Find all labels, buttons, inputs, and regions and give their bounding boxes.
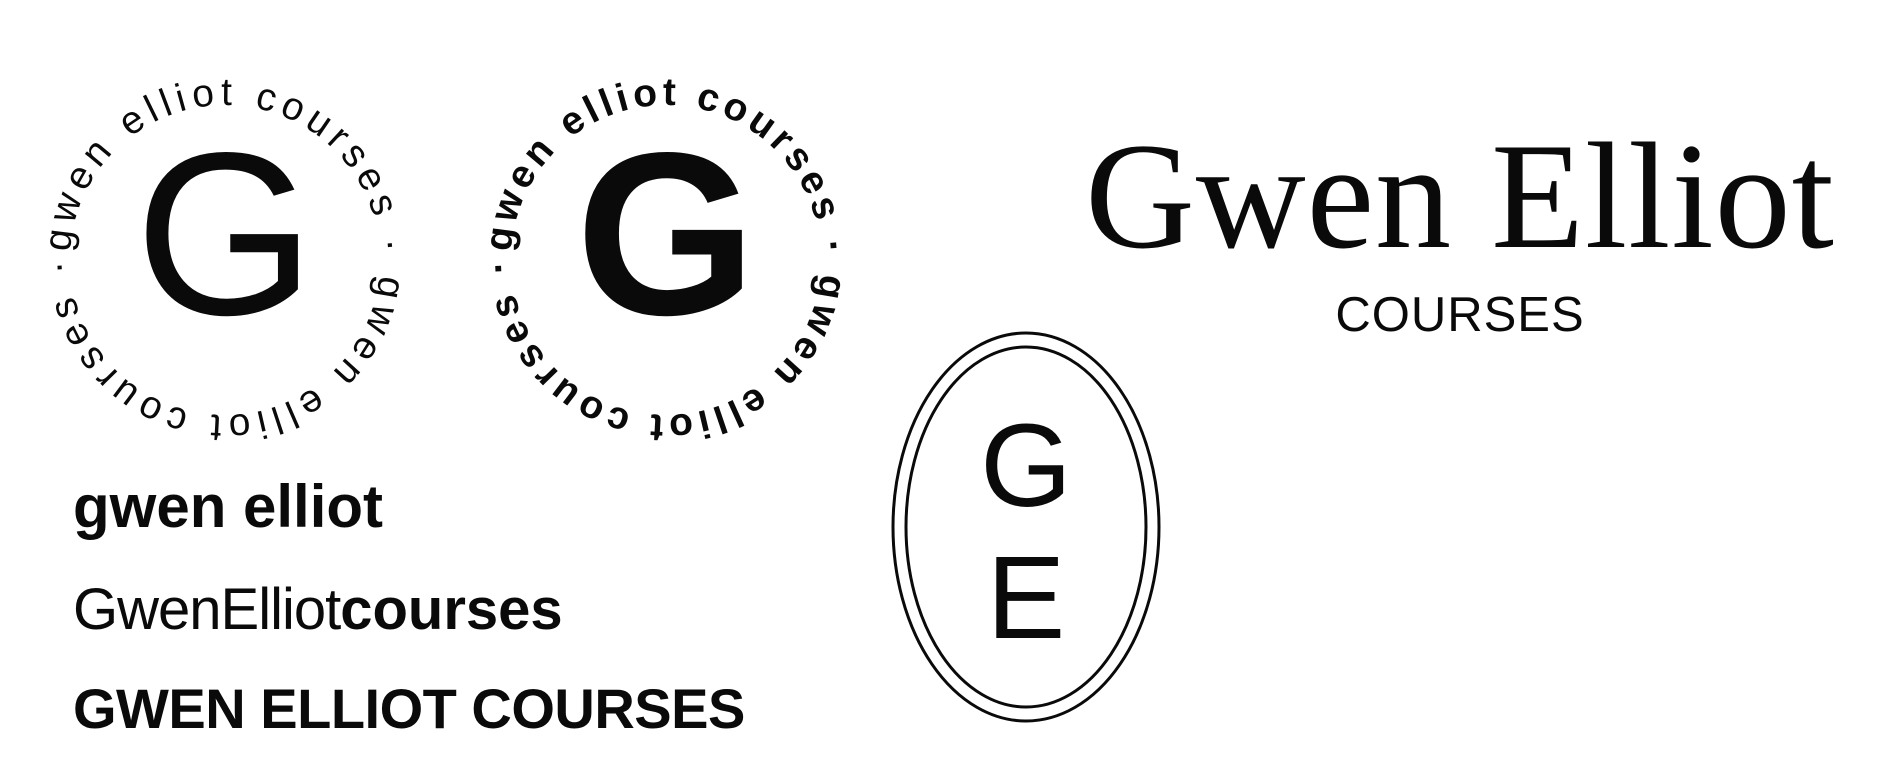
- serif-logo-subtitle: COURSES: [1335, 288, 1585, 342]
- circular-badge-light: gwen elliot courses · gwen elliot course…: [25, 60, 425, 460]
- oval-outer-ring: [891, 331, 1161, 723]
- oval-monogram-g: G: [980, 400, 1072, 532]
- oval-monogram: G E: [890, 330, 1162, 724]
- wordmark-camelcase: GwenElliotcourses: [73, 576, 563, 643]
- serif-logo-name: Gwen Elliot: [1085, 112, 1835, 280]
- wordmark-uppercase: GWEN ELLIOT COURSES: [73, 677, 745, 740]
- oval-monogram-e: E: [987, 532, 1066, 664]
- circular-badge-bold: gwen elliot courses · gwen elliot course…: [466, 60, 866, 460]
- oval-inner-ring: [904, 345, 1148, 709]
- wordmark-camel-light: GwenElliot: [73, 577, 341, 642]
- wordmark-lowercase: gwen elliot: [73, 473, 384, 540]
- serif-logo: Gwen Elliot COURSES: [1060, 120, 1860, 343]
- badge-monogram: G: [576, 105, 756, 364]
- badge-monogram: G: [135, 105, 315, 364]
- wordmark-camel-bold: courses: [340, 577, 563, 642]
